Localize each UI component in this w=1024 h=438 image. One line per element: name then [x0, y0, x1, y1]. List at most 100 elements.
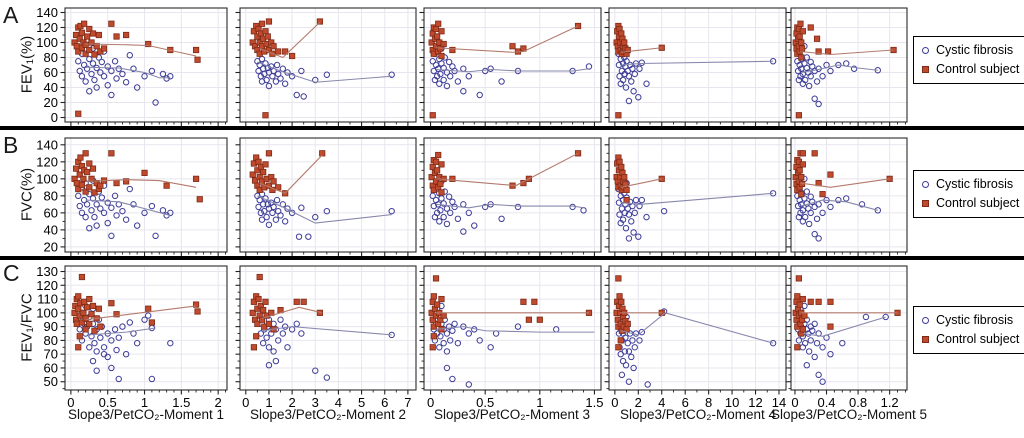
filled-square-icon — [922, 199, 929, 207]
y-tick-label: 80 — [44, 50, 58, 65]
legend-label-cf: Cystic fibrosis — [936, 177, 1014, 191]
y-tick-label: 140 — [36, 5, 58, 20]
legend-label-control: Control subject — [936, 331, 1020, 346]
legend-label-cf: Cystic fibrosis — [936, 43, 1014, 57]
row-label-a: A — [3, 2, 19, 28]
y-tick-label: 20 — [44, 239, 58, 254]
x-tick-label: 6 — [381, 395, 388, 410]
y-tick-label: 100 — [36, 305, 58, 320]
x-tick-label: 0 — [427, 395, 434, 410]
y-tick-label: 110 — [37, 292, 58, 307]
y-tick-label: 0 — [51, 110, 58, 125]
x-tick-label: 2 — [635, 395, 642, 410]
x-axis-title-moment5: Slope3/PetCO₂-Moment 5 — [770, 407, 928, 422]
legend-item-cf: Cystic fibrosis — [922, 41, 1024, 60]
x-tick-label: 5 — [358, 395, 365, 410]
legend-item-control: Control subject — [922, 60, 1024, 79]
x-tick-label: 8 — [705, 395, 712, 410]
row-separator — [0, 126, 1024, 130]
y-tick-label: 60 — [44, 360, 58, 375]
legend-item-control: Control subject — [922, 330, 1024, 349]
panel-B5 — [786, 137, 908, 257]
legend-item-control: Control subject — [922, 194, 1024, 213]
y-tick-label: 90 — [44, 319, 58, 334]
x-tick-label: 1 — [536, 395, 543, 410]
y-tick-label: 130 — [36, 264, 58, 279]
panel-C2: 0 1 2 3 4 5 6 7 — [235, 265, 417, 410]
panel-B3 — [419, 137, 602, 257]
x-tick-label: 0 — [791, 395, 798, 410]
row-separator — [0, 256, 1024, 260]
x-tick-label: 0 — [67, 395, 74, 410]
panel-C4: 0 2 4 6 8 10 12 14 — [604, 265, 787, 410]
panel-B1: 20 40 60 80 100 120 140 — [36, 137, 228, 257]
x-tick-label: 1 — [265, 395, 272, 410]
x-tick-label: 4 — [335, 395, 342, 410]
legend-item-cf: Cystic fibrosis — [922, 311, 1024, 330]
x-axis-title-moment3: Slope3/PetCO₂-Moment 3 — [433, 407, 591, 422]
y-tick-label: 60 — [44, 65, 58, 80]
filled-square-icon — [922, 65, 929, 73]
x-tick-label: 0.4 — [817, 395, 835, 410]
x-tick-label: 2 — [215, 395, 222, 410]
y-tick-label: 120 — [36, 154, 58, 169]
y-tick-label: 100 — [36, 35, 58, 50]
y-tick-label: 20 — [44, 95, 58, 110]
row-label-c: C — [3, 260, 20, 286]
row-label-b: B — [3, 132, 19, 158]
x-tick-label: 0 — [242, 395, 249, 410]
x-axis-title-moment4: Slope3/PetCO₂-Moment 4 — [619, 407, 777, 422]
x-tick-label: 14 — [772, 395, 786, 410]
y-tick-label: 120 — [36, 278, 58, 293]
legend-row-c: Cystic fibrosis Control subject — [913, 306, 1024, 354]
panel-A2 — [235, 7, 417, 127]
legend-label-control: Control subject — [936, 195, 1020, 210]
panel-A3 — [419, 7, 602, 127]
y-tick-label: 140 — [36, 137, 58, 152]
x-tick-label: 10 — [725, 395, 739, 410]
open-circle-icon — [922, 316, 929, 324]
x-tick-label: 7 — [404, 395, 411, 410]
x-tick-label: 3 — [312, 395, 319, 410]
y-tick-label: 40 — [44, 222, 58, 237]
panel-A4 — [604, 7, 787, 127]
panel-A5 — [786, 7, 908, 127]
y-tick-label: 40 — [44, 80, 58, 95]
x-tick-label: 1.5 — [172, 395, 190, 410]
x-tick-label: 0 — [611, 395, 618, 410]
y-tick-label: 120 — [36, 20, 58, 35]
y-tick-label: 80 — [44, 333, 58, 348]
x-tick-label: 1.2 — [881, 395, 899, 410]
panel-C3: 0 0.5 1 1.5 — [419, 265, 603, 410]
filled-square-icon — [922, 335, 929, 343]
x-tick-label: 2 — [288, 395, 295, 410]
legend-row-b: Cystic fibrosis Control subject — [913, 170, 1024, 218]
x-axis-title-moment2: Slope3/PetCO₂-Moment 2 — [249, 407, 407, 422]
y-tick-label: 80 — [44, 188, 58, 203]
y-tick-label: 60 — [44, 205, 58, 220]
legend-item-cf: Cystic fibrosis — [922, 175, 1024, 194]
panel-B2 — [235, 137, 417, 257]
x-tick-label: 0.5 — [99, 395, 117, 410]
x-tick-label: 1 — [141, 395, 148, 410]
y-tick-label: 50 — [44, 374, 58, 389]
x-tick-label: 4 — [658, 395, 665, 410]
legend-row-a: Cystic fibrosis Control subject — [913, 36, 1024, 84]
panel-C5: 0 0.4 0.8 1.2 — [786, 265, 908, 410]
x-tick-label: 0.5 — [476, 395, 494, 410]
open-circle-icon — [922, 180, 929, 188]
x-tick-label: 6 — [682, 395, 689, 410]
open-circle-icon — [922, 46, 929, 54]
panel-B4 — [604, 137, 787, 257]
y-tick-label: 70 — [44, 347, 58, 362]
x-axis-title-moment1: Slope3/PetCO₂-Moment 1 — [67, 407, 225, 422]
x-tick-label: 12 — [748, 395, 762, 410]
x-tick-label: 0.8 — [849, 395, 867, 410]
y-tick-label: 100 — [36, 171, 58, 186]
x-tick-label: 1.5 — [585, 395, 603, 410]
legend-label-control: Control subject — [936, 61, 1020, 76]
legend-label-cf: Cystic fibrosis — [936, 313, 1014, 327]
